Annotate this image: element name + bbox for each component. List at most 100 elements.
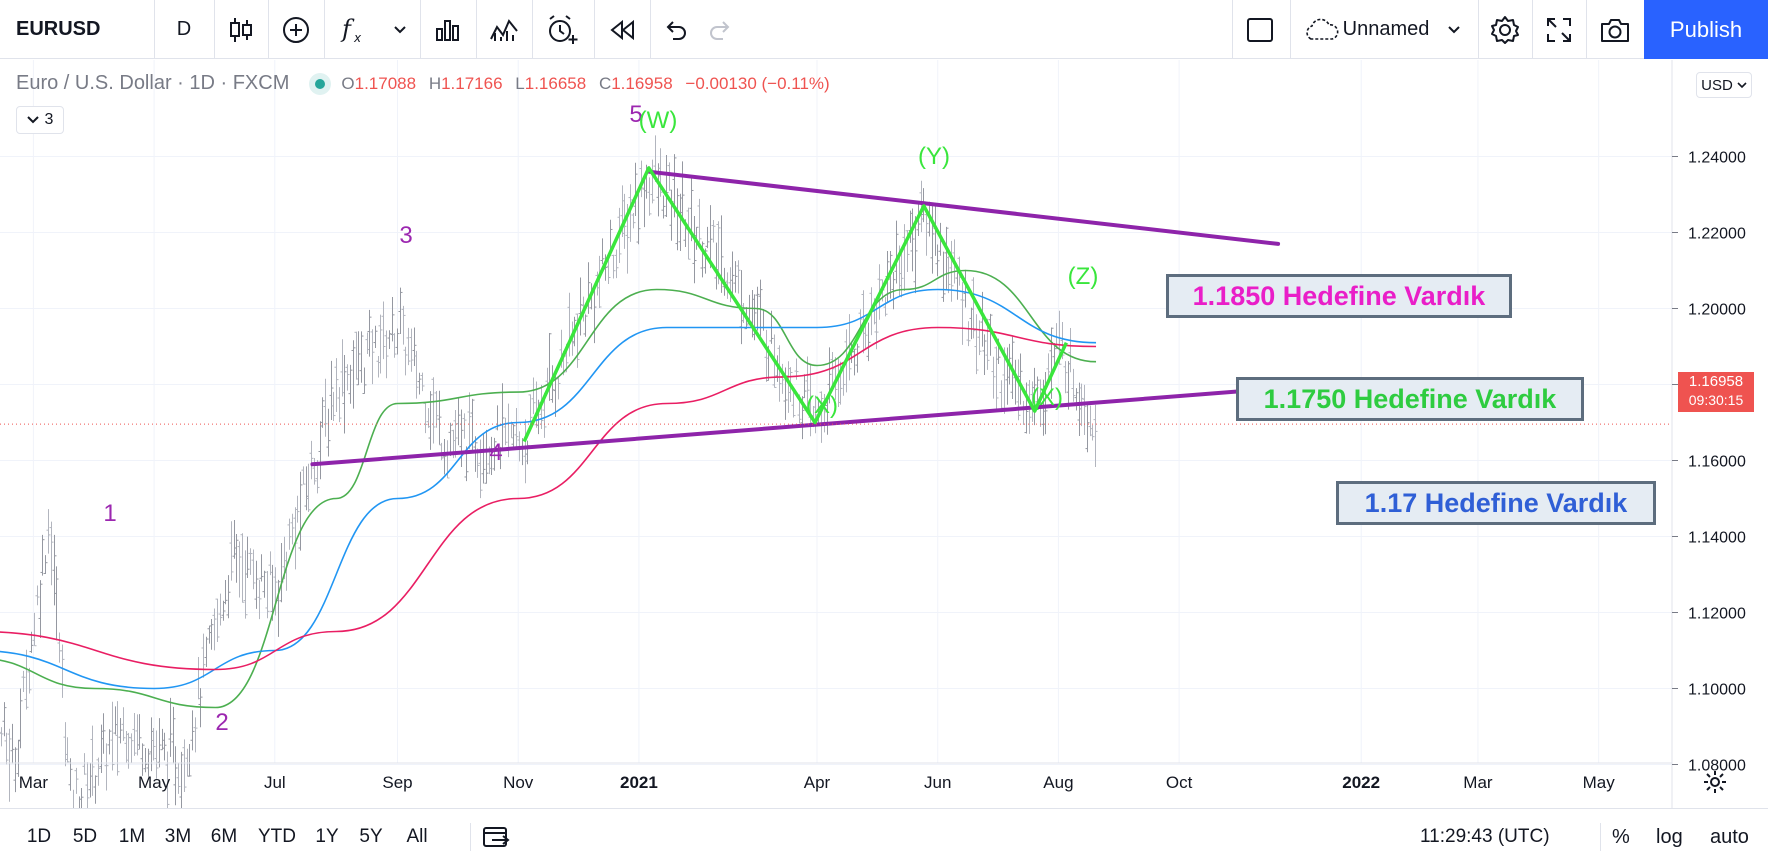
time-tick-label: Mar — [1463, 773, 1493, 792]
range-button-ytd[interactable]: YTD — [258, 826, 296, 847]
price-axis-ticks: 1.240001.220001.200001.180001.160001.140… — [1672, 150, 1746, 775]
chevron-down-icon — [1737, 81, 1747, 88]
ohlc-values: O1.17088 H1.17166 L1.16658 C1.16958 −0.0… — [341, 74, 837, 94]
bar-countdown: 09:30:15 — [1688, 392, 1744, 408]
low-value: 1.16658 — [524, 73, 587, 93]
undo-icon[interactable] — [656, 0, 696, 59]
select-layout-icon[interactable] — [1238, 0, 1282, 59]
wave-label-2: 2 — [215, 709, 228, 736]
currency-label: USD — [1701, 76, 1733, 94]
toolbar-divider — [1478, 0, 1479, 59]
time-tick-label: Oct — [1166, 773, 1193, 792]
time-axis-ticks: Mar May Jul Sep Nov 2021 Apr Jun Aug Oct 2022 Mar Ma… — [19, 773, 1615, 792]
market-status-icon[interactable] — [309, 72, 332, 95]
goto-date-icon[interactable] — [476, 819, 516, 855]
last-price-tag: 1.16958 09:30:15 — [1678, 372, 1754, 412]
trendline-2 — [310, 386, 1281, 467]
chevron-down-icon[interactable] — [386, 0, 414, 59]
time-tick-label: Mar — [19, 773, 49, 792]
toolbar-divider — [214, 0, 215, 59]
price-tick-label: 1.10000 — [1688, 682, 1746, 699]
layout-name-button[interactable]: Unnamed — [1342, 18, 1430, 40]
toolbar-divider — [154, 0, 155, 59]
wave-path — [522, 166, 1068, 443]
publish-button[interactable]: Publish — [1644, 0, 1768, 59]
toolbar-divider — [420, 0, 421, 59]
toolbar-divider — [532, 0, 533, 59]
time-tick-label: Nov — [503, 773, 534, 792]
price-tick-label: 1.08000 — [1688, 758, 1746, 775]
price-tick-label: 1.22000 — [1688, 226, 1746, 243]
svg-text:f: f — [340, 15, 355, 43]
alert-icon[interactable] — [540, 0, 586, 59]
wave-label-1: 1 — [103, 500, 116, 527]
indicators-count: 3 — [44, 111, 54, 128]
fullscreen-icon[interactable] — [1532, 0, 1586, 59]
symbol-search-button[interactable]: EURUSD — [16, 18, 101, 40]
add-compare-icon[interactable] — [274, 0, 318, 59]
range-button-1d[interactable]: 1D — [26, 826, 52, 847]
replay-icon[interactable] — [600, 0, 644, 59]
chart-grid — [0, 60, 1672, 765]
toolbar-divider — [1290, 0, 1291, 59]
chevron-down-icon — [26, 116, 39, 124]
log-scale-button[interactable]: log — [1656, 825, 1683, 848]
camera-icon[interactable] — [1588, 0, 1642, 59]
range-button-3m[interactable]: 3M — [164, 826, 192, 847]
time-tick-label: May — [1583, 773, 1616, 792]
high-value: 1.17166 — [441, 73, 503, 93]
pattern-label: (X) — [1031, 384, 1063, 411]
toolbar-divider — [470, 823, 471, 851]
wxyxz-path — [522, 166, 1068, 443]
wave-label-5: 5 — [629, 101, 642, 128]
axis-settings-icon[interactable] — [1702, 769, 1728, 795]
range-button-6m[interactable]: 6M — [210, 826, 238, 847]
price-tick-label: 1.16000 — [1688, 454, 1746, 471]
toolbar-divider — [1532, 0, 1533, 59]
percent-scale-button[interactable]: % — [1612, 825, 1630, 848]
candles-icon[interactable] — [220, 0, 262, 59]
utc-clock[interactable]: 11:29:43 (UTC) — [1420, 826, 1550, 847]
range-button-1m[interactable]: 1M — [118, 826, 146, 847]
wave-label-3: 3 — [399, 222, 412, 249]
time-tick-label: Aug — [1043, 773, 1073, 792]
legend-title[interactable]: Euro / U.S. Dollar · 1D · FXCM — [16, 72, 290, 94]
pattern-label: (X) — [806, 392, 838, 419]
templates-icon[interactable] — [482, 0, 526, 59]
chart-canvas[interactable]: 1 2 3 4 5(W) (X) (Y) (X) (Z) 1.24000 1.22000 1.200… — [0, 60, 1768, 808]
pattern-label: (Z) — [1068, 263, 1099, 290]
close-label: C — [598, 73, 612, 93]
range-button-1y[interactable]: 1Y — [315, 826, 339, 847]
time-tick-label: Sep — [382, 773, 412, 792]
open-label: O — [341, 73, 355, 93]
range-button-5d[interactable]: 5D — [72, 826, 98, 847]
close-value: 1.16958 — [611, 73, 673, 93]
settings-icon[interactable] — [1478, 0, 1532, 59]
toolbar-divider — [1600, 823, 1601, 851]
last-price: 1.16958 — [1688, 373, 1744, 390]
range-button-all[interactable]: All — [406, 826, 428, 847]
note-box-1750[interactable]: 1.1750 Hedefine Vardık — [1236, 377, 1584, 421]
range-button-5y[interactable]: 5Y — [359, 826, 383, 847]
price-bars — [0, 135, 1098, 808]
currency-select[interactable]: USD — [1696, 72, 1752, 98]
bottom-toolbar: 1D 5D 1M 3M 6M YTD 1Y 5Y All 11:29:43 (UTC) % lo… — [0, 808, 1768, 864]
toolbar-divider — [594, 0, 595, 59]
auto-scale-button[interactable]: auto — [1710, 825, 1749, 848]
toolbar-divider — [476, 0, 477, 59]
cloud-icon — [1298, 0, 1344, 59]
toolbar-divider — [650, 0, 651, 59]
change-value: −0.00130 (−0.11%) — [685, 73, 830, 93]
note-box-117[interactable]: 1.17 Hedefine Vardık — [1336, 481, 1656, 525]
trendline-1 — [646, 169, 1281, 246]
moving-averages — [0, 269, 1097, 709]
time-tick-label: Jun — [924, 773, 951, 792]
price-tick-label: 1.14000 — [1688, 530, 1746, 547]
financials-icon[interactable] — [426, 0, 470, 59]
interval-button[interactable]: D — [176, 18, 192, 40]
indicators-toggle-button[interactable]: 3 — [16, 106, 64, 134]
chevron-down-icon[interactable] — [1440, 0, 1468, 59]
svg-text:x: x — [353, 31, 362, 45]
note-box-1850[interactable]: 1.1850 Hedefine Vardık — [1166, 274, 1512, 318]
